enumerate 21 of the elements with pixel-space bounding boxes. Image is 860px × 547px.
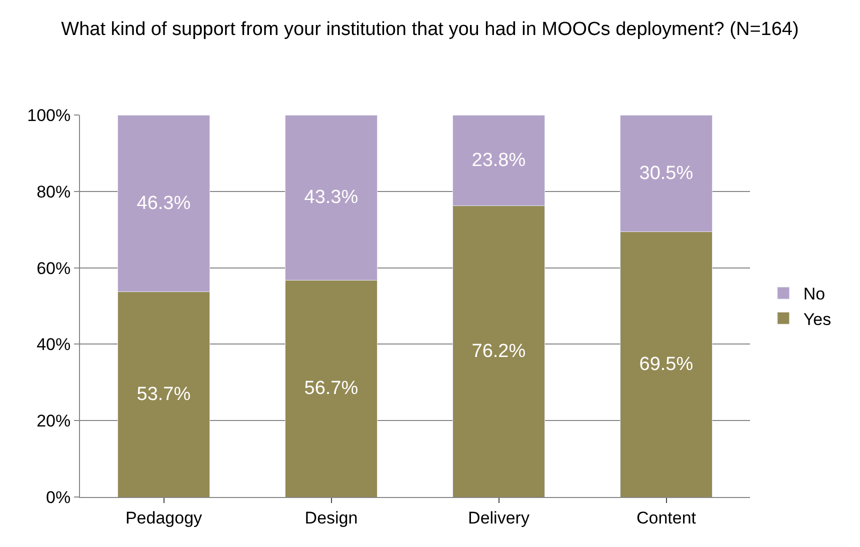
data-label: 56.7% — [304, 378, 358, 400]
legend-label: Yes — [803, 310, 832, 329]
data-label: 23.8% — [472, 150, 526, 171]
y-tick-label: 80% — [36, 182, 71, 202]
data-label: 46.3% — [136, 192, 191, 214]
x-tick-label: Delivery — [468, 508, 530, 528]
chart-title: What kind of support from your institution that you had in MOOCs deployment? (N=164) — [61, 19, 799, 40]
y-tick-label: 60% — [36, 258, 71, 278]
data-label: 53.7% — [136, 384, 191, 405]
y-tick-label: 20% — [36, 412, 71, 431]
data-label: 30.5% — [639, 162, 694, 184]
data-label: 43.3% — [304, 187, 358, 208]
data-label: 76.2% — [472, 340, 526, 362]
x-tick-label: Pedagogy — [125, 508, 203, 528]
data-label: 69.5% — [639, 354, 694, 375]
x-tick-label: Content — [636, 508, 696, 528]
y-tick-label: 40% — [36, 335, 71, 354]
y-tick-label: 100% — [27, 106, 71, 125]
y-tick-label: 0% — [46, 488, 71, 507]
x-tick-label: Design — [304, 508, 358, 528]
legend-label: No — [803, 284, 826, 304]
